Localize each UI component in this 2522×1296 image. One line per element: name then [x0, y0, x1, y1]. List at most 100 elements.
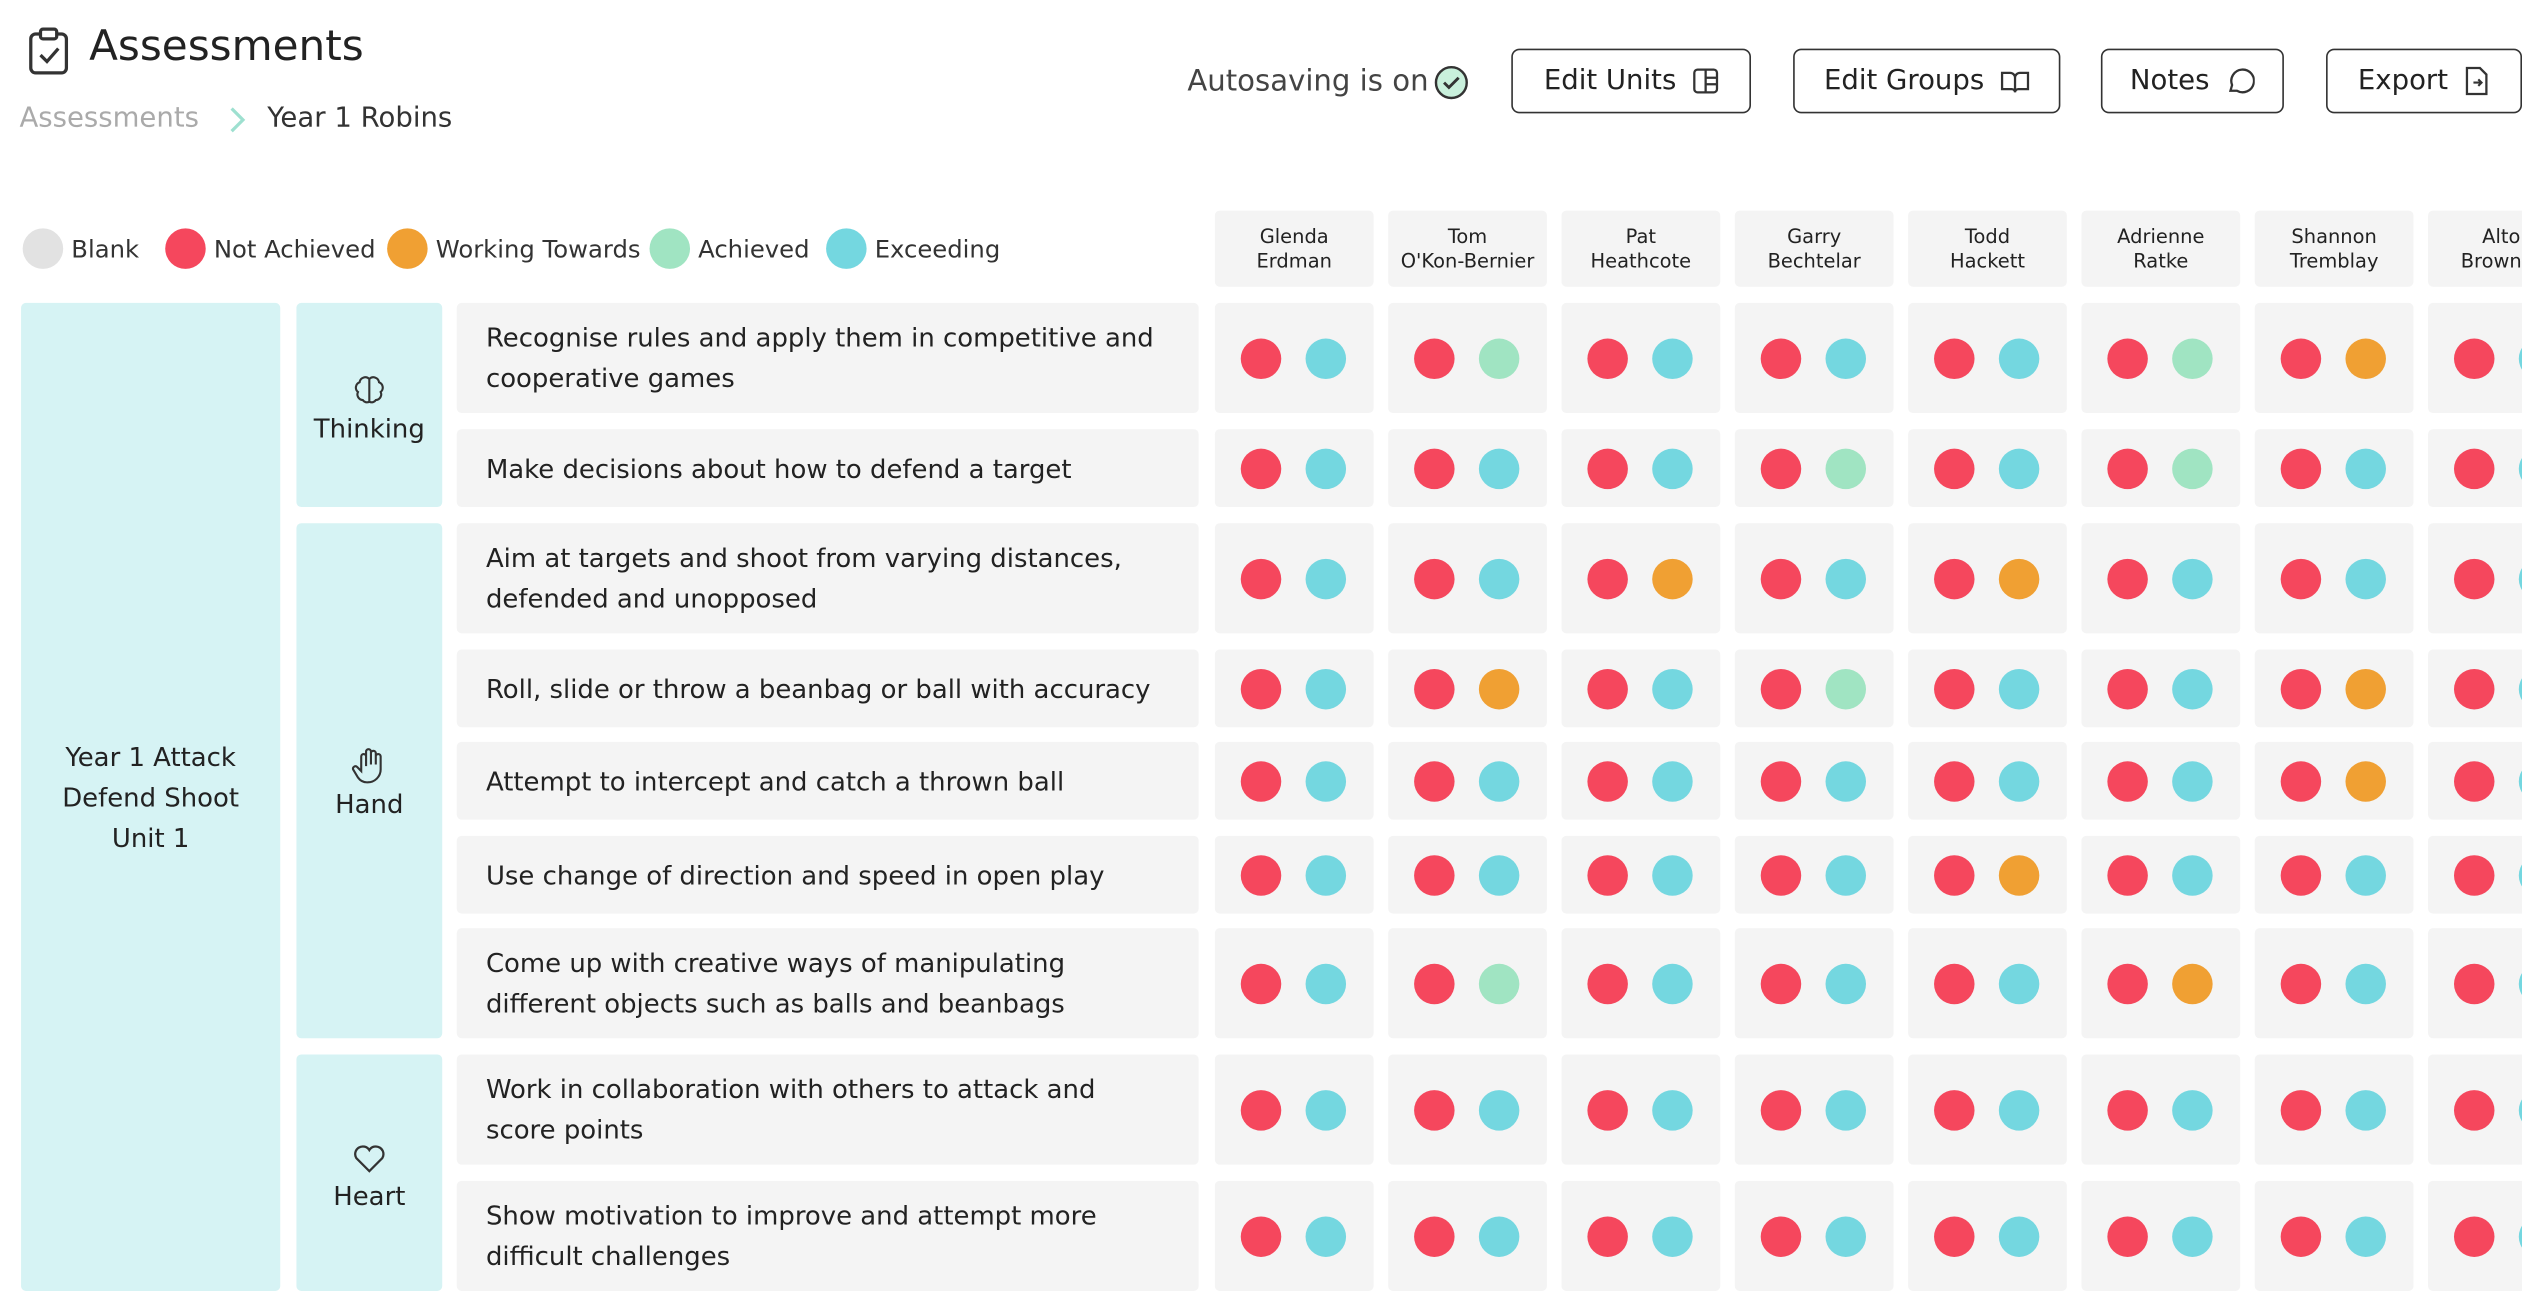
result-cell[interactable] — [2254, 302, 2414, 414]
result-cell[interactable] — [1388, 1054, 1547, 1165]
result-cell[interactable] — [1734, 1180, 1894, 1291]
result-cell[interactable] — [1214, 835, 1374, 914]
result-cell[interactable] — [1388, 429, 1547, 507]
result-cell[interactable] — [2428, 1180, 2522, 1291]
result-cell[interactable] — [2081, 523, 2241, 634]
result-cell[interactable] — [1908, 741, 2067, 820]
icon — [354, 375, 384, 403]
result-cell[interactable] — [1214, 523, 1374, 634]
result-cell[interactable] — [1734, 523, 1894, 634]
result-cell[interactable] — [1908, 302, 2067, 414]
edit-groups-button[interactable]: Edit Groups — [1793, 48, 2061, 114]
breadcrumb-link[interactable]: Assessments — [19, 102, 199, 135]
result-cell[interactable] — [1561, 835, 1721, 914]
result-cell[interactable] — [1734, 1054, 1894, 1165]
result-cell[interactable] — [1561, 741, 1721, 820]
result-cell[interactable] — [1561, 649, 1721, 728]
result-cell[interactable] — [1908, 429, 2067, 507]
status-dot — [1414, 668, 1455, 709]
result-cell[interactable] — [1388, 649, 1547, 728]
result-cell[interactable] — [2428, 523, 2522, 634]
result-cell[interactable] — [1561, 1180, 1721, 1291]
legend-dot — [22, 228, 64, 269]
result-cell[interactable] — [2254, 649, 2414, 728]
group-icon — [351, 743, 387, 788]
objective: Show motivation to improve and attempt m… — [456, 1180, 1199, 1291]
status-dot — [2280, 337, 2322, 379]
status-dot — [1240, 760, 1282, 801]
result-cell[interactable] — [1561, 429, 1721, 507]
result-cell[interactable] — [2081, 1054, 2241, 1165]
result-cell[interactable] — [1908, 1054, 2067, 1165]
result-cell[interactable] — [1908, 1180, 2067, 1291]
result-cell[interactable] — [1214, 429, 1374, 507]
result-cell[interactable] — [1908, 928, 2067, 1039]
result-cell[interactable] — [1908, 523, 2067, 634]
result-cell[interactable] — [2081, 302, 2241, 414]
result-cell[interactable] — [1388, 741, 1547, 820]
result-cell[interactable] — [1561, 523, 1721, 634]
student-last-name: Heathcote — [1590, 248, 1692, 272]
result-cell[interactable] — [1388, 1180, 1547, 1291]
result-cell[interactable] — [2428, 741, 2522, 820]
result-cell[interactable] — [2254, 429, 2414, 507]
result-cell[interactable] — [1561, 302, 1721, 414]
result-cell[interactable] — [1388, 835, 1547, 914]
result-cell[interactable] — [2428, 835, 2522, 914]
result-cell[interactable] — [2428, 1054, 2522, 1165]
result-cell[interactable] — [2428, 649, 2522, 728]
status-dot — [1998, 760, 2040, 801]
result-cell[interactable] — [1388, 523, 1547, 634]
button-icon — [2000, 71, 2030, 93]
status-dot — [2518, 668, 2522, 709]
result-cell[interactable] — [2254, 1180, 2414, 1291]
result-cell[interactable] — [1214, 1054, 1374, 1165]
status-dot — [2518, 337, 2522, 379]
result-cell[interactable] — [1214, 741, 1374, 820]
result-cell[interactable] — [2254, 523, 2414, 634]
result-cell[interactable] — [1734, 928, 1894, 1039]
export-button[interactable]: Export — [2326, 48, 2522, 114]
status-dot — [1414, 447, 1455, 489]
result-cell[interactable] — [1561, 1054, 1721, 1165]
result-cell[interactable] — [1734, 741, 1894, 820]
notes-button[interactable]: Notes — [2100, 48, 2284, 114]
status-dot — [1240, 558, 1282, 599]
result-cell[interactable] — [2081, 649, 2241, 728]
result-cell[interactable] — [1734, 649, 1894, 728]
result-cell[interactable] — [2428, 928, 2522, 1039]
status-dot — [2280, 854, 2322, 895]
result-cell[interactable] — [1214, 928, 1374, 1039]
status-dot — [2518, 447, 2522, 489]
objective: Come up with creative ways of manipulati… — [456, 928, 1199, 1039]
result-cell[interactable] — [1734, 429, 1894, 507]
breadcrumb-current: Year 1 Robins — [267, 102, 453, 135]
result-cell[interactable] — [1214, 302, 1374, 414]
result-cell[interactable] — [1908, 649, 2067, 728]
status-dot — [2172, 962, 2213, 1004]
result-cell[interactable] — [2254, 1054, 2414, 1165]
status-dot — [1760, 668, 1802, 709]
result-cell[interactable] — [1734, 302, 1894, 414]
student-last-name: Hackett — [1949, 248, 2025, 272]
result-cell[interactable] — [2428, 302, 2522, 414]
result-cell[interactable] — [2081, 1180, 2241, 1291]
result-cell[interactable] — [2254, 928, 2414, 1039]
result-cell[interactable] — [1388, 928, 1547, 1039]
result-cell[interactable] — [1908, 835, 2067, 914]
result-cell[interactable] — [2081, 835, 2241, 914]
result-cell[interactable] — [2081, 429, 2241, 507]
edit-units-button[interactable]: Edit Units — [1511, 48, 1752, 114]
result-cell[interactable] — [1388, 302, 1547, 414]
result-cell[interactable] — [2081, 928, 2241, 1039]
result-cell[interactable] — [2254, 741, 2414, 820]
result-cell[interactable] — [2254, 835, 2414, 914]
result-cell[interactable] — [1214, 1180, 1374, 1291]
result-cell[interactable] — [2081, 741, 2241, 820]
result-cell[interactable] — [1734, 835, 1894, 914]
result-cell[interactable] — [1561, 928, 1721, 1039]
result-cell[interactable] — [1214, 649, 1374, 728]
status-dot — [2107, 668, 2148, 709]
result-cell[interactable] — [2428, 429, 2522, 507]
status-dot — [2172, 558, 2213, 599]
